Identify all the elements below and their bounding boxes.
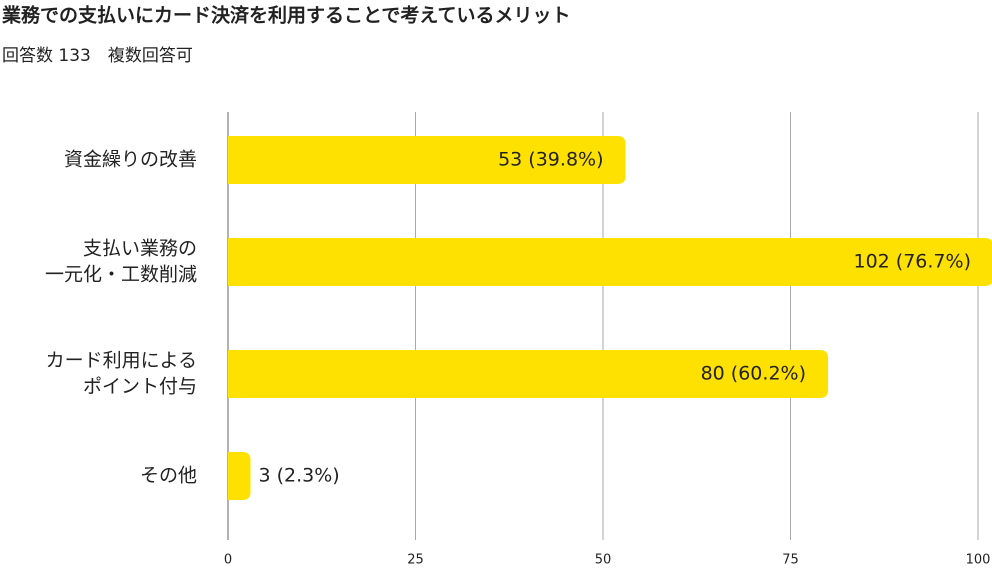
y-tick-label: 支払い業務の xyxy=(83,238,197,260)
x-tick-label: 0 xyxy=(224,553,232,568)
y-tick-label: 資金繰りの改善 xyxy=(64,149,197,171)
y-tick-label: カード利用による xyxy=(46,350,197,372)
y-tick-label: 一元化・工数削減 xyxy=(45,264,197,286)
value-label: 3 (2.3%) xyxy=(259,465,340,487)
value-label: 53 (39.8%) xyxy=(498,149,603,171)
value-label: 102 (76.7%) xyxy=(854,251,972,273)
x-tick-label: 25 xyxy=(407,553,424,568)
x-tick-label: 75 xyxy=(782,553,799,568)
chart-subtitle: 回答数 133 複数回答可 xyxy=(2,46,193,66)
bar xyxy=(228,136,626,184)
bar xyxy=(228,452,251,500)
x-tick-label: 50 xyxy=(595,553,612,568)
chart-title: 業務での支払いにカード決済を利用することで考えているメリット xyxy=(1,4,570,27)
bar xyxy=(228,238,992,286)
y-tick-label: ポイント付与 xyxy=(83,376,197,398)
value-label: 80 (60.2%) xyxy=(701,363,806,385)
x-tick-label: 100 xyxy=(966,553,991,568)
bar xyxy=(228,350,828,398)
y-tick-label: その他 xyxy=(140,465,197,487)
